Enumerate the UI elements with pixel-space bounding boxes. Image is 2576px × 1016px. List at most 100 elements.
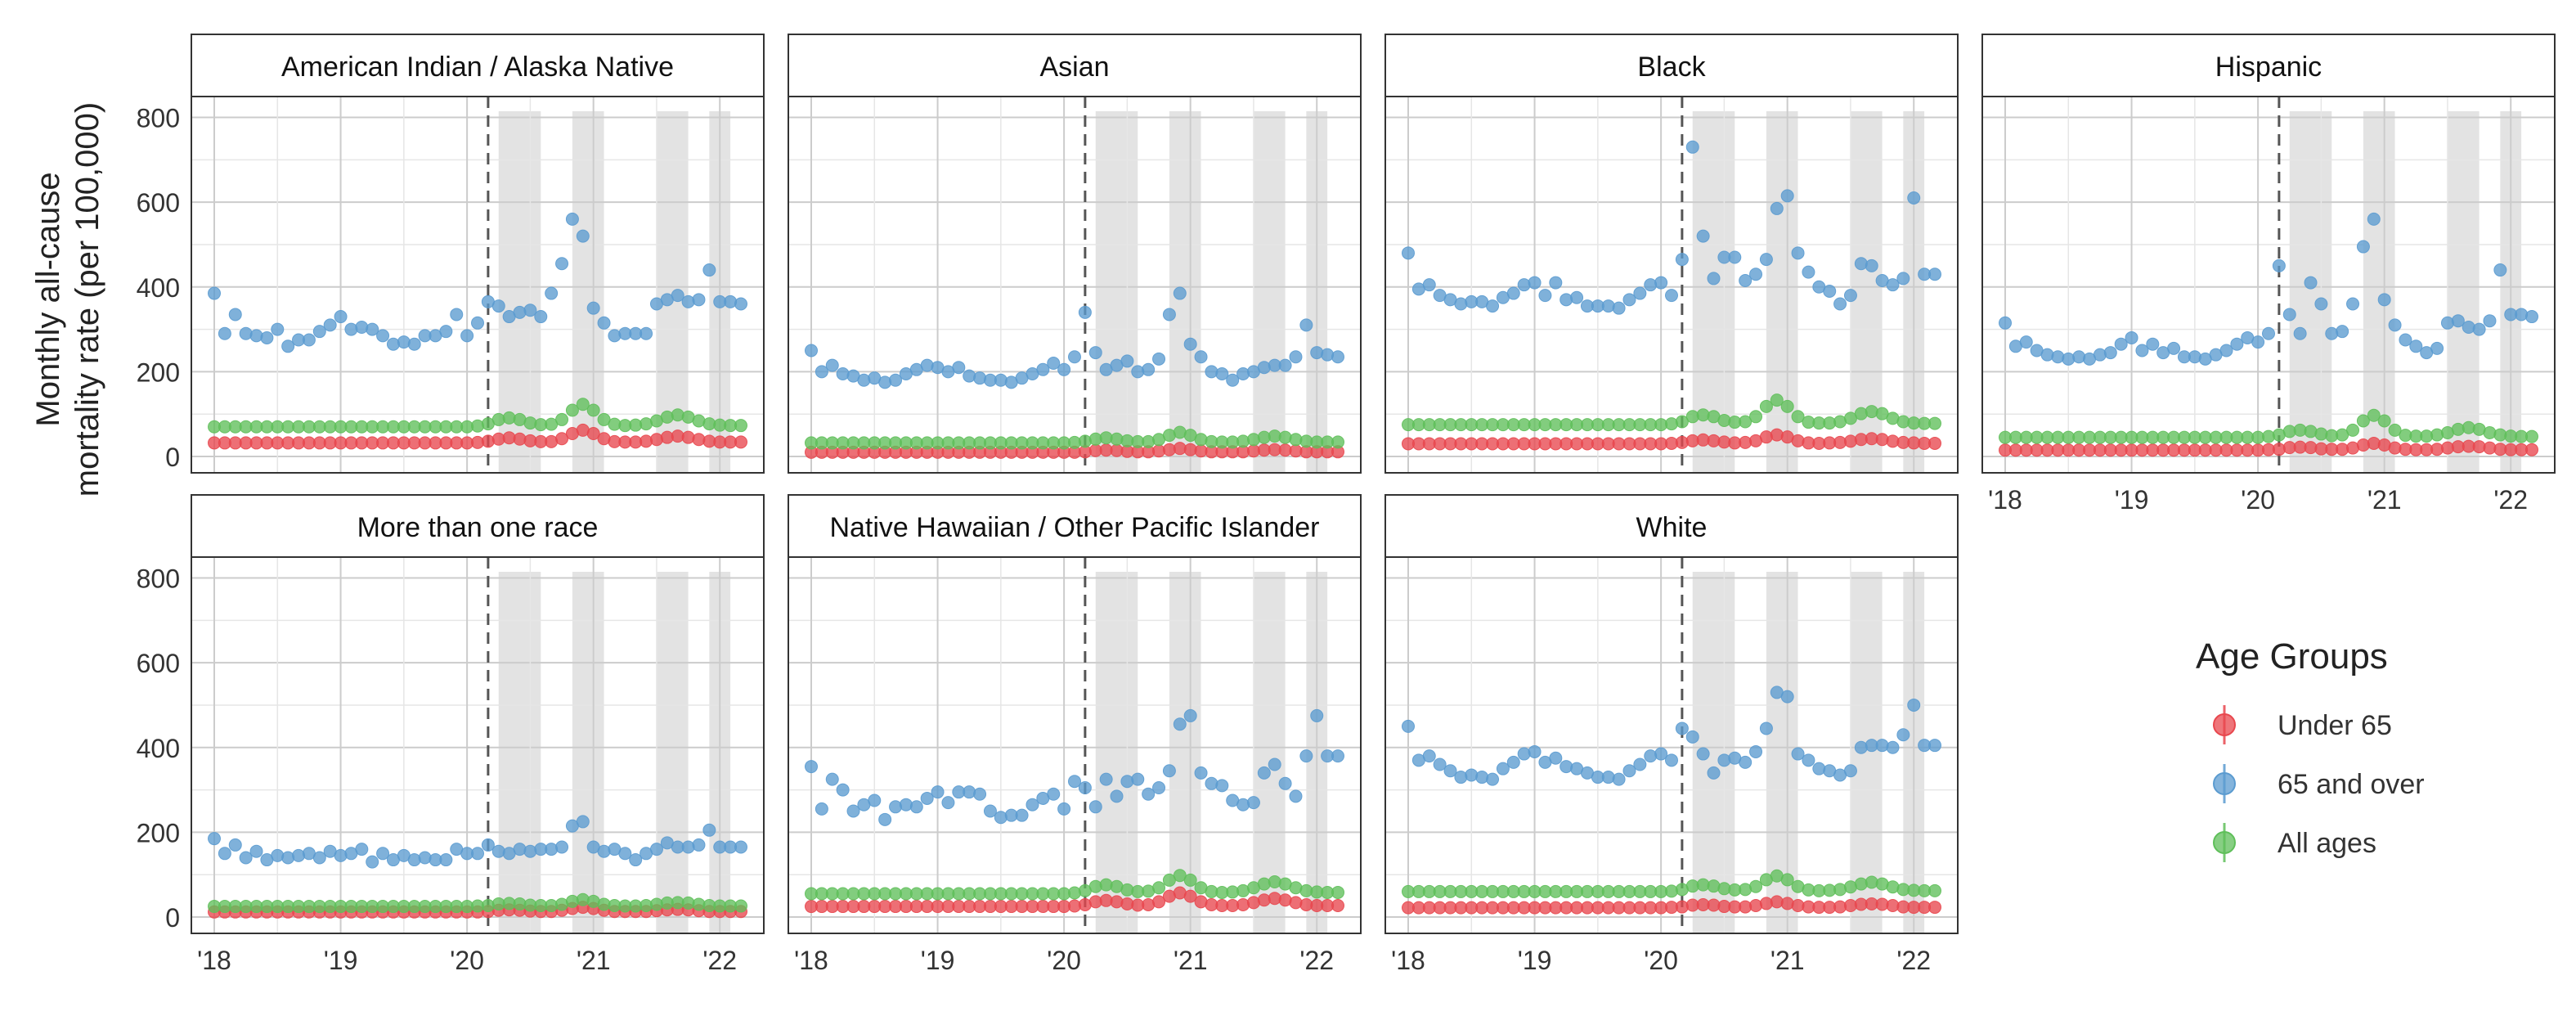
data-point-over-65 [1152, 352, 1166, 366]
data-point-over-65 [2293, 326, 2307, 340]
y-axis-title-line1: Monthly all-cause [30, 172, 66, 426]
x-tick-label: '22 [702, 946, 737, 975]
data-point-over-65 [523, 844, 537, 858]
data-point-all-ages [1759, 399, 1773, 413]
x-tick-label: '18 [1988, 485, 2022, 515]
data-point-under-65 [481, 434, 495, 448]
data-point-over-65 [1896, 728, 1910, 742]
x-tick-label: '18 [794, 946, 828, 975]
data-point-over-65 [1601, 299, 1615, 313]
data-point-over-65 [1843, 289, 1857, 303]
data-point-over-65 [1310, 346, 1324, 360]
data-point-all-ages [1152, 881, 1166, 895]
data-point-under-65 [1928, 436, 1941, 450]
data-point-under-65 [1152, 895, 1166, 909]
wave-shading [656, 572, 689, 933]
data-point-over-65 [418, 851, 432, 865]
data-point-over-65 [1865, 258, 1878, 272]
data-point-over-65 [239, 851, 253, 865]
data-point-over-65 [1173, 717, 1187, 731]
data-point-over-65 [692, 293, 706, 307]
data-point-over-65 [2377, 293, 2391, 307]
data-point-over-65 [941, 796, 955, 810]
data-point-over-65 [1088, 800, 1102, 814]
data-point-over-65 [815, 802, 828, 816]
data-point-all-ages [660, 410, 674, 424]
x-tick-label: '22 [2493, 485, 2528, 515]
x-tick-label: '21 [2367, 485, 2402, 515]
y-tick-label: 0 [165, 443, 180, 472]
data-point-over-65 [2409, 339, 2423, 353]
data-point-over-65 [228, 308, 242, 321]
facet-strip [191, 34, 765, 97]
data-point-over-65 [1791, 747, 1805, 761]
data-point-over-65 [1183, 708, 1197, 722]
facet-title: White [1636, 512, 1708, 543]
data-point-over-65 [1696, 747, 1710, 761]
wave-shading [572, 572, 604, 933]
facet-title: Hispanic [2215, 52, 2322, 83]
data-point-all-ages [1078, 434, 1092, 448]
data-point-all-ages [2483, 425, 2497, 439]
data-point-over-65 [334, 310, 348, 324]
data-point-under-65 [1749, 899, 1763, 913]
data-point-over-65 [2219, 344, 2233, 357]
wave-shading [2289, 111, 2332, 473]
data-point-over-65 [1886, 740, 1900, 754]
data-point-all-ages [2525, 429, 2538, 443]
data-point-over-65 [439, 325, 453, 339]
data-point-over-65 [597, 844, 611, 858]
data-point-over-65 [836, 783, 850, 797]
data-point-over-65 [857, 373, 871, 387]
data-point-over-65 [1854, 257, 1868, 271]
data-point-all-ages [471, 419, 484, 433]
data-point-over-65 [1194, 766, 1208, 780]
data-point-over-65 [1162, 308, 1176, 321]
data-point-under-65 [555, 432, 569, 446]
data-point-over-65 [1538, 289, 1552, 303]
x-tick-label: '21 [1174, 946, 1208, 975]
panel-border [191, 556, 765, 934]
data-point-over-65 [1057, 362, 1071, 376]
data-point-over-65 [366, 322, 379, 336]
data-point-over-65 [1675, 722, 1689, 735]
data-point-all-ages [1278, 430, 1292, 444]
wave-shading [1850, 572, 1883, 933]
data-point-over-65 [1205, 365, 1218, 379]
data-point-over-65 [1875, 739, 1889, 753]
data-point-under-65 [1928, 901, 1941, 915]
data-point-all-ages [1791, 410, 1805, 424]
data-point-over-65 [545, 286, 559, 300]
data-point-all-ages [1854, 407, 1868, 420]
data-point-over-65 [878, 375, 892, 389]
data-point-over-65 [1728, 250, 1742, 264]
data-point-over-65 [618, 847, 632, 861]
data-point-over-65 [1257, 361, 1271, 375]
legend-key-marker [2213, 713, 2236, 736]
data-point-over-65 [1131, 772, 1145, 786]
data-point-over-65 [734, 840, 747, 854]
data-point-all-ages [1928, 416, 1941, 430]
data-point-under-65 [1780, 897, 1794, 910]
data-point-under-65 [1791, 434, 1805, 447]
y-axis-title-line2: mortality rate (per 100,000) [70, 102, 105, 497]
data-point-over-65 [1142, 787, 1156, 801]
data-point-over-65 [2493, 263, 2507, 277]
data-point-over-65 [576, 815, 590, 829]
data-point-over-65 [899, 798, 913, 811]
data-point-over-65 [1036, 362, 1050, 376]
data-point-under-65 [1110, 895, 1124, 909]
facet-title: Native Hawaiian / Other Pacific Islander [829, 512, 1319, 543]
data-point-all-ages [1257, 877, 1271, 891]
data-point-over-65 [2399, 333, 2412, 347]
data-point-all-ages [565, 403, 579, 417]
x-tick-label: '19 [921, 946, 955, 975]
facet-strip [1384, 494, 1959, 558]
data-point-over-65 [1088, 346, 1102, 360]
data-point-over-65 [608, 329, 622, 343]
data-point-over-65 [973, 371, 987, 385]
data-point-over-65 [407, 853, 421, 867]
data-point-over-65 [1928, 739, 1941, 753]
data-point-over-65 [2051, 350, 2065, 364]
